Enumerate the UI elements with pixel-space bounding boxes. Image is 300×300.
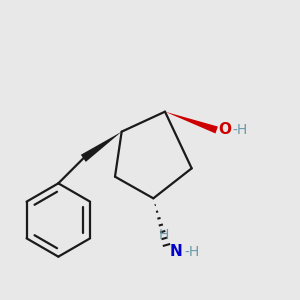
Polygon shape [81,132,122,162]
Text: H: H [158,228,169,242]
Text: -H: -H [233,123,248,137]
Polygon shape [165,112,218,134]
Text: -H: -H [184,245,200,259]
Text: O: O [218,122,231,137]
Text: N: N [170,244,183,259]
